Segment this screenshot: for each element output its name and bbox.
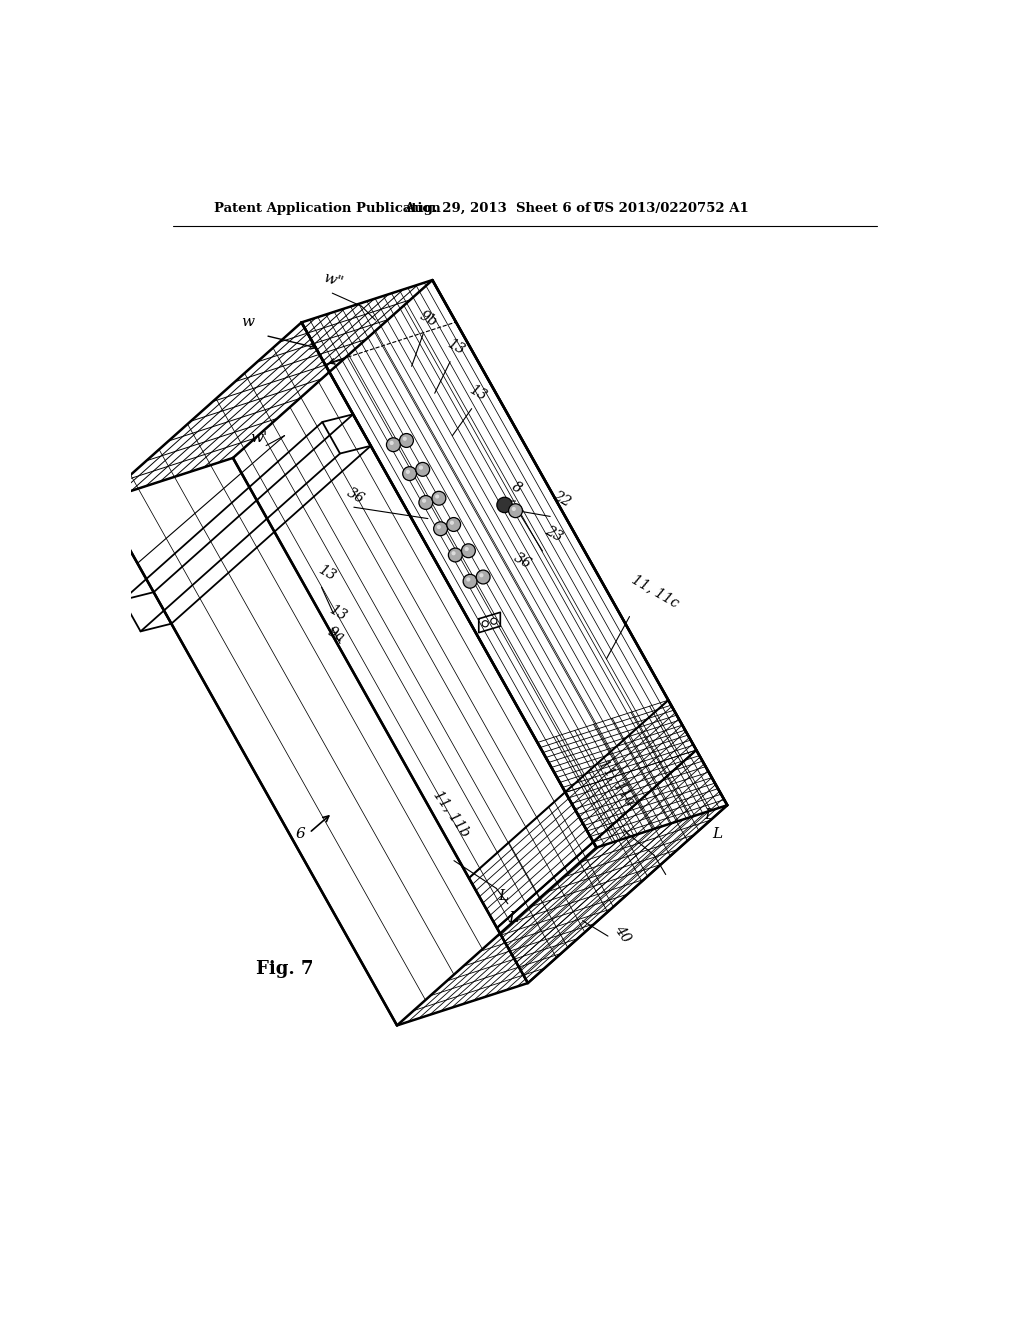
Circle shape (509, 504, 522, 517)
Text: 13: 13 (327, 602, 349, 623)
Text: 11, 11c: 11, 11c (630, 572, 682, 610)
Circle shape (422, 499, 426, 503)
Circle shape (449, 548, 462, 562)
Circle shape (512, 507, 516, 511)
Circle shape (402, 467, 417, 480)
Text: L: L (499, 888, 509, 903)
Circle shape (433, 521, 447, 536)
Text: 13: 13 (444, 337, 467, 356)
Circle shape (465, 546, 469, 552)
Circle shape (482, 620, 488, 627)
Circle shape (490, 618, 497, 624)
Circle shape (497, 498, 512, 512)
Circle shape (389, 441, 394, 445)
Text: Fig. 7: Fig. 7 (256, 960, 313, 978)
Text: 9b: 9b (417, 309, 439, 329)
Text: 40: 40 (611, 923, 634, 945)
Text: Patent Application Publication: Patent Application Publication (214, 202, 440, 215)
Text: 23: 23 (543, 523, 565, 544)
Text: 8: 8 (509, 479, 524, 496)
Text: 11, 11b: 11, 11b (431, 788, 473, 840)
Circle shape (386, 438, 400, 451)
Text: 22: 22 (550, 488, 572, 510)
Text: 6: 6 (295, 826, 305, 841)
Circle shape (446, 517, 461, 532)
Text: 9a: 9a (325, 624, 346, 645)
Text: 36: 36 (512, 550, 535, 572)
Text: L: L (508, 911, 518, 925)
Text: L: L (705, 808, 715, 822)
Text: Aug. 29, 2013  Sheet 6 of 7: Aug. 29, 2013 Sheet 6 of 7 (403, 202, 604, 215)
Text: 11, 11a: 11, 11a (596, 758, 638, 808)
Circle shape (399, 433, 414, 447)
Circle shape (435, 495, 439, 499)
Circle shape (450, 520, 454, 525)
Text: w": w" (322, 271, 345, 290)
Text: L: L (712, 826, 722, 841)
Text: US 2013/0220752 A1: US 2013/0220752 A1 (593, 202, 749, 215)
Circle shape (406, 470, 410, 474)
Circle shape (452, 552, 456, 556)
Circle shape (419, 495, 433, 510)
Text: 36: 36 (345, 486, 367, 507)
Circle shape (432, 491, 445, 506)
Circle shape (419, 466, 423, 470)
Circle shape (416, 462, 430, 477)
Circle shape (476, 570, 490, 583)
Circle shape (463, 574, 477, 589)
Circle shape (479, 573, 483, 577)
Circle shape (462, 544, 475, 557)
Circle shape (402, 437, 407, 441)
Text: 13: 13 (466, 383, 488, 404)
Text: w': w' (250, 430, 267, 445)
Circle shape (437, 525, 441, 529)
Circle shape (466, 577, 470, 582)
Text: w: w (241, 315, 254, 329)
Text: 13: 13 (315, 562, 338, 583)
